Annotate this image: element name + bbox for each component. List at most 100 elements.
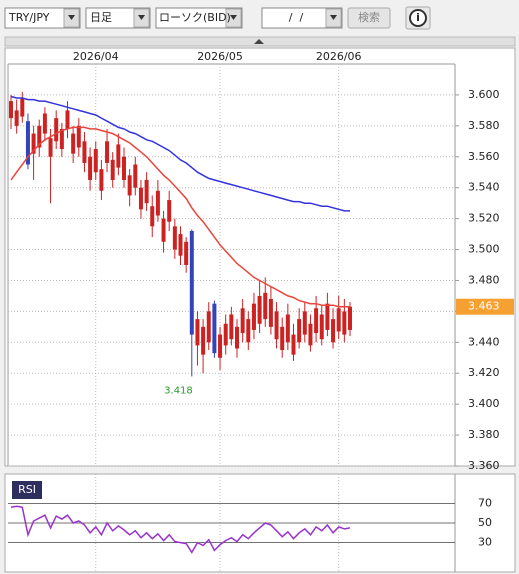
search-button[interactable] [347, 7, 391, 29]
rsi-title: RSI [18, 483, 36, 496]
y-tick-label: 50 [478, 516, 492, 529]
y-tick-label: 3.360 [468, 459, 500, 472]
candle-body [37, 125, 42, 148]
candle-body [246, 319, 251, 343]
candle-body [308, 323, 313, 346]
candle-body [71, 133, 76, 154]
candle-body [297, 319, 302, 343]
candle-body [325, 303, 330, 330]
candle-body [314, 308, 319, 334]
rsi-line [10, 505, 351, 554]
candle-body [110, 159, 115, 180]
candle-body [302, 311, 307, 335]
candle-body [76, 125, 81, 148]
period-text: 日足 [90, 11, 112, 24]
moving-average [10, 126, 350, 308]
candle-body [42, 113, 47, 134]
y-tick-label: 3.440 [468, 335, 500, 348]
candle-body [257, 295, 262, 324]
candle-body [161, 218, 166, 242]
candle-body [223, 323, 228, 346]
candle-body [31, 133, 36, 154]
candle-body [20, 98, 25, 117]
candle-body [201, 326, 206, 355]
date-box[interactable] [261, 7, 343, 29]
candle-body [331, 319, 336, 343]
y-tick-label: 3.500 [468, 243, 500, 256]
candle-body [88, 156, 93, 180]
candle-body [155, 190, 160, 216]
date-text: / / [289, 11, 304, 24]
candle-body [54, 118, 59, 142]
rsi-title-box [12, 481, 42, 499]
candle-body [65, 110, 70, 129]
candle-body [167, 200, 172, 222]
candle-body [99, 169, 104, 191]
candle-body [172, 226, 177, 250]
y-tick-label: 3.560 [468, 150, 500, 163]
candle-body [138, 187, 143, 210]
candle-body [133, 164, 138, 188]
period-select[interactable]: 日足 [85, 7, 151, 29]
arrow-icon [330, 15, 337, 20]
candle-body [195, 319, 200, 346]
low-annotation: 3.418 [164, 385, 193, 396]
candle-body [291, 334, 296, 355]
symbol-text: TRY/JPY [8, 11, 50, 24]
info-text: i [416, 11, 420, 24]
candle-body [268, 299, 273, 327]
candle-body [14, 110, 19, 126]
info-icon [409, 9, 427, 27]
x-tick-label: 2026/04 [73, 50, 119, 63]
candle-body [144, 179, 149, 204]
collapse-icon [254, 39, 264, 44]
candle-body [25, 121, 30, 165]
y-tick-label: 3.420 [468, 366, 500, 379]
candle-body [116, 144, 121, 168]
search-text: 検索 [358, 10, 380, 24]
candle-body [150, 206, 155, 227]
candle-body [336, 308, 341, 332]
candle-body [82, 141, 87, 163]
candle-body [319, 314, 324, 340]
select-box[interactable] [4, 7, 81, 29]
y-tick-label: 70 [478, 496, 492, 509]
candle-body [178, 234, 183, 256]
select-box[interactable] [155, 7, 243, 29]
candle-body [263, 292, 268, 320]
candle-body [127, 175, 132, 196]
candle-body [280, 326, 285, 351]
candle-body [206, 311, 211, 343]
candle-body [218, 334, 223, 358]
candle-body [235, 326, 239, 349]
candle-body [274, 311, 279, 340]
y-tick-label: 3.400 [468, 397, 500, 410]
arrow-icon [230, 15, 237, 20]
y-tick-label: 3.540 [468, 181, 500, 194]
last-price-box [456, 298, 514, 315]
candle-body [240, 308, 245, 334]
candle-body [59, 128, 64, 150]
x-tick-label: 2026/06 [316, 50, 362, 63]
candle-body [184, 241, 189, 265]
y-tick-label: 30 [478, 536, 492, 549]
candle-body [9, 101, 13, 119]
arrow-icon [138, 15, 145, 20]
candle-body [285, 314, 290, 343]
y-tick-label: 3.580 [468, 119, 500, 132]
date-select[interactable]: / / [261, 7, 343, 29]
candle-body [105, 141, 110, 163]
candle-body [189, 230, 194, 335]
y-tick-label: 3.600 [468, 88, 500, 101]
candle-body [48, 138, 53, 157]
candle-body [348, 306, 352, 330]
x-tick-label: 2026/05 [197, 50, 243, 63]
y-tick-label: 3.520 [468, 212, 500, 225]
symbol-select[interactable]: TRY/JPY [4, 7, 81, 29]
candle-body [251, 303, 256, 330]
candle-body [212, 303, 217, 354]
chart-type-select[interactable]: ローソク(BID) [155, 7, 243, 29]
arrow-icon [68, 15, 75, 20]
chart-type-text: ローソク(BID) [159, 11, 231, 24]
